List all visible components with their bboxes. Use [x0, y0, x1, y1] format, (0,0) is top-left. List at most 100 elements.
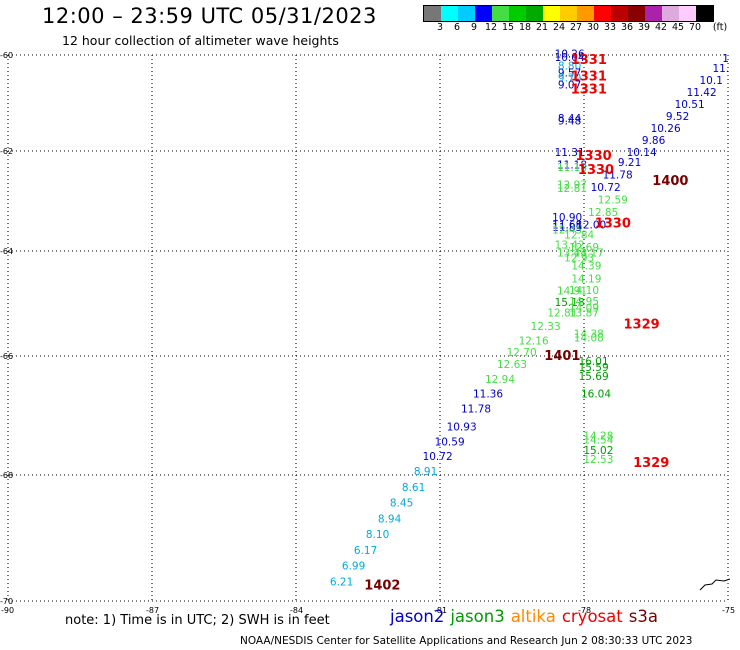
wave-height-label: 14.91	[557, 286, 587, 298]
wave-height-label: 9.07	[558, 80, 581, 92]
wave-height-label: 11.	[712, 63, 729, 75]
color-swatch	[543, 6, 560, 21]
color-swatch	[458, 6, 475, 21]
wave-height-label: 13.17	[574, 247, 604, 259]
color-scale-labels: 3 6 9 12 15 18 21 24 27 30 33 36 39 42 45 70 (ft)	[423, 22, 729, 34]
y-tick-label: -68	[0, 471, 13, 480]
color-scale-tick: 3	[436, 22, 444, 33]
x-tick-label: -87	[146, 606, 159, 615]
wave-height-label: 15.59	[579, 362, 609, 374]
legend-altika: altika	[510, 607, 556, 626]
wave-height-label: 12.81	[547, 308, 577, 320]
pass-time-label: 1330	[595, 217, 631, 232]
color-swatch	[475, 6, 492, 21]
color-scale-tick: 15	[501, 22, 515, 33]
wave-height-label: 6.99	[342, 561, 365, 573]
color-swatch	[679, 6, 696, 21]
color-swatch	[560, 6, 577, 21]
wave-height-label: 1	[722, 53, 729, 65]
wave-height-label: 12.69	[569, 242, 599, 254]
color-scale-tick: 12	[484, 22, 498, 33]
color-scale-tick: 45	[671, 22, 685, 33]
wave-height-label: 12.53	[583, 454, 613, 466]
wave-height-label: 10.90	[552, 212, 582, 224]
wave-height-label: 10.1	[700, 75, 723, 87]
wave-height-label: 11.68	[552, 220, 582, 232]
color-swatch	[594, 6, 611, 21]
y-tick-label: -60	[0, 51, 13, 60]
color-scale-tick: 24	[552, 22, 566, 33]
wave-height-label: 15.02	[583, 445, 613, 457]
color-scale-tick: 39	[637, 22, 651, 33]
wave-height-label: 8.45	[390, 498, 413, 510]
wave-height-label: 9.48	[558, 116, 581, 128]
color-scale-tick: 36	[620, 22, 634, 33]
wave-height-label: 12.63	[497, 359, 527, 371]
color-scale-tick: 18	[518, 22, 532, 33]
wave-height-label: 10.51	[675, 99, 705, 111]
wave-height-label: 6.17	[354, 545, 377, 557]
color-scale-tick: 6	[453, 22, 461, 33]
color-scale-bar	[423, 5, 714, 22]
wave-height-label: 9.70	[558, 72, 581, 84]
wave-height-label: 11.78	[603, 170, 633, 182]
color-swatch	[492, 6, 509, 21]
wave-height-label: 10.04	[555, 52, 585, 64]
legend-s3a: s3a	[628, 607, 658, 626]
wave-height-label: 12.16	[519, 335, 549, 347]
wave-height-label: 11.18	[557, 162, 587, 174]
legend-jason2: jason2	[390, 607, 445, 626]
wave-height-label: 9.86	[642, 135, 666, 147]
color-scale-tick: 27	[569, 22, 583, 33]
color-scale-tick: 9	[470, 22, 478, 33]
x-tick-label: -78	[578, 606, 591, 615]
coastline	[699, 578, 731, 591]
legend-jason3: jason3	[450, 607, 505, 626]
wave-height-label: 15.69	[579, 371, 609, 383]
pass-time-label: 1329	[633, 456, 669, 471]
wave-height-label: 16.04	[581, 389, 611, 401]
wave-height-label: 14.08	[574, 332, 604, 344]
page-title: 12:00 – 23:59 UTC 05/31/2023	[42, 4, 377, 28]
wave-height-label: 10.59	[435, 436, 465, 448]
wave-height-label: 9.52	[666, 111, 689, 123]
wave-height-label: 15.18	[555, 297, 585, 309]
color-scale-tick: 33	[603, 22, 617, 33]
y-tick-label: -64	[0, 247, 13, 256]
wave-height-label: 9.21	[618, 157, 641, 169]
wave-height-label: 13.42	[555, 240, 585, 252]
color-scale-tick: 42	[654, 22, 668, 33]
wave-height-label: 12.59	[598, 195, 628, 207]
color-swatch	[509, 6, 526, 21]
y-tick-label: -66	[0, 352, 13, 361]
wave-height-label: 10.93	[447, 421, 477, 433]
pass-time-label: 1330	[578, 163, 614, 178]
x-tick-label: -90	[1, 606, 14, 615]
wave-height-label: 14.38	[574, 329, 604, 341]
wave-height-label: 11.36	[473, 389, 503, 401]
color-swatch	[662, 6, 679, 21]
pass-time-label: 1331	[571, 83, 607, 98]
wave-height-label: 6.21	[330, 576, 353, 588]
pass-time-label: 1331	[571, 70, 607, 85]
color-swatch	[526, 6, 543, 21]
wave-height-label: 14.28	[583, 430, 613, 442]
legend-cryosat: cryosat	[561, 607, 623, 626]
wave-height-label: 9.57	[558, 68, 581, 80]
pass-time-label: 1400	[652, 174, 688, 189]
wave-height-label: 12.93	[564, 253, 594, 265]
x-tick-label: -84	[290, 606, 303, 615]
color-scale-tick: 21	[535, 22, 549, 33]
credit-footer: NOAA/NESDIS Center for Satellite Applica…	[240, 635, 693, 647]
color-swatch	[628, 6, 645, 21]
wave-height-label: 12.00	[576, 220, 606, 232]
wave-height-label: 8.10	[366, 529, 389, 541]
wave-height-label: 12.33	[531, 321, 561, 333]
color-swatch	[424, 6, 441, 21]
wave-height-label: 13.44	[557, 247, 587, 259]
wave-height-label: 12.94	[485, 374, 515, 386]
wave-height-label: 10.26	[651, 123, 681, 135]
units-note: note: 1) Time is in UTC; 2) SWH is in fe…	[65, 613, 330, 628]
wave-height-label: 14.09	[569, 302, 599, 314]
